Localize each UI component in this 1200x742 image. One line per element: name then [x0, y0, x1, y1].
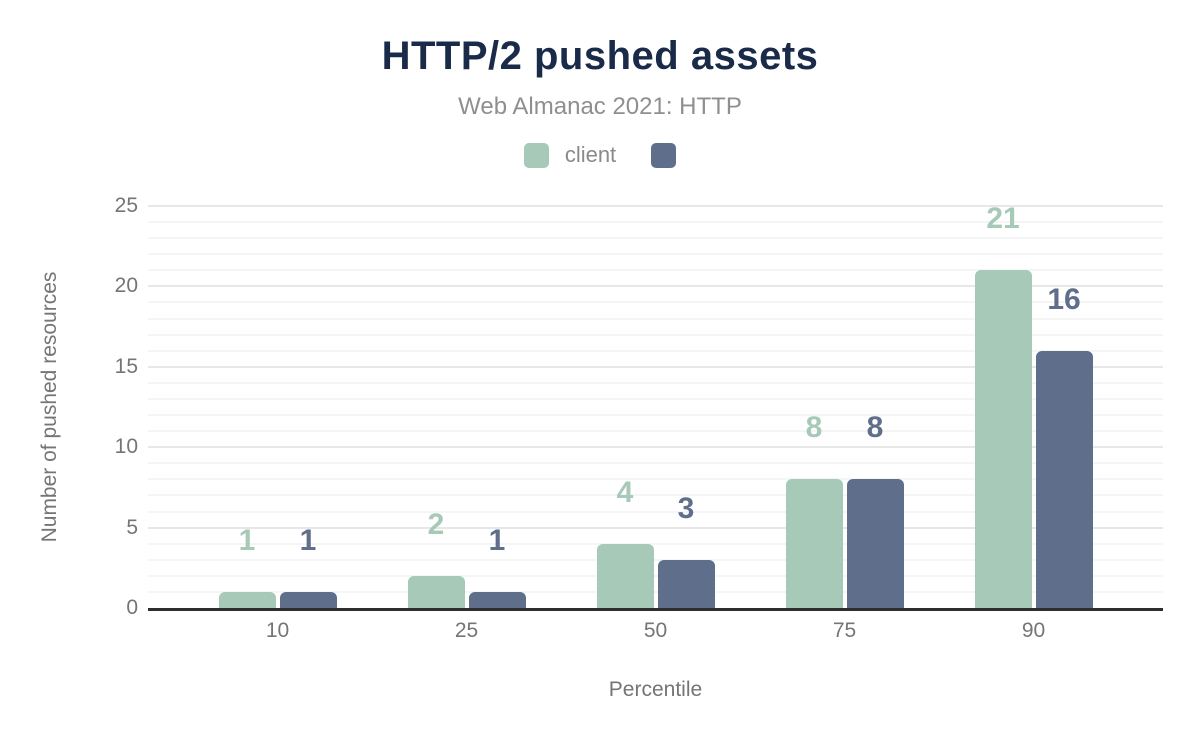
data-label-series-2-p90: 16: [1047, 282, 1081, 316]
x-tick-label-75: 75: [832, 619, 857, 642]
legend-swatch-client: [523, 142, 549, 168]
y-axis-title: Number of pushed resources: [38, 271, 61, 543]
gridline-major: [148, 365, 1163, 368]
y-tick-label: 0: [126, 596, 138, 619]
data-label-client-p25: 2: [427, 507, 445, 541]
y-tick-label: 5: [126, 515, 138, 539]
y-tick-label: 10: [114, 435, 138, 459]
bar-series-2-p75[interactable]: [846, 479, 904, 608]
gridline-minor: [148, 301, 1163, 304]
x-tick-label-25: 25: [454, 619, 479, 642]
gridline-minor: [148, 558, 1163, 561]
legend-item-series-2[interactable]: [651, 142, 677, 168]
legend-swatch-series-2: [651, 142, 677, 168]
data-label-client-p50: 4: [616, 475, 634, 509]
bar-series-2-p90[interactable]: [1035, 350, 1093, 608]
plot-area: 1 1 10 2 1 25 4 3 50 8 8 75 21 16 90: [148, 202, 1163, 642]
y-tick-label: 15: [114, 354, 138, 378]
gridline-major: [148, 285, 1163, 288]
gridline-minor: [148, 333, 1163, 336]
gridline-minor: [148, 381, 1163, 384]
chart-subtitle: Web Almanac 2021: HTTP: [458, 93, 742, 120]
gridline-minor: [148, 590, 1163, 593]
gridline-minor: [148, 317, 1163, 320]
data-label-client-p90: 21: [986, 202, 1020, 236]
bar-client-p50[interactable]: [596, 543, 654, 608]
gridline-minor: [148, 478, 1163, 481]
bar-client-p90[interactable]: [974, 270, 1032, 608]
bar-client-p25[interactable]: [407, 575, 465, 608]
x-axis-title: Percentile: [608, 678, 703, 701]
gridline-major: [148, 446, 1163, 449]
gridline-major: [148, 526, 1163, 529]
data-label-client-p75: 8: [805, 411, 823, 445]
legend-item-client[interactable]: client: [523, 142, 617, 168]
legend-label: client: [564, 142, 617, 167]
bar-client-p10[interactable]: [218, 591, 276, 608]
gridline-minor: [148, 494, 1163, 497]
bar-client-p75[interactable]: [785, 479, 843, 608]
gridline-minor: [148, 269, 1163, 272]
data-label-series-2-p75: 8: [866, 411, 884, 445]
legend: client: [0, 142, 1200, 168]
bar-series-2-p50[interactable]: [657, 559, 715, 608]
chart-title: HTTP/2 pushed assets: [381, 34, 819, 78]
y-tick-label: 25: [114, 194, 138, 217]
gridline-minor: [148, 574, 1163, 577]
y-tick-label: 20: [114, 274, 138, 298]
gridline-minor: [148, 237, 1163, 240]
x-tick-label-50: 50: [643, 619, 668, 642]
gridline-minor: [148, 414, 1163, 417]
data-label-series-2-p25: 1: [488, 523, 506, 557]
gridline-minor: [148, 253, 1163, 256]
gridline-minor: [148, 397, 1163, 400]
x-tick-label-10: 10: [265, 619, 290, 642]
gridline-minor: [148, 430, 1163, 433]
gridline-minor: [148, 349, 1163, 352]
gridline-minor: [148, 510, 1163, 513]
y-axis-tick-labels: 0 5 10 15 20 25: [0, 195, 138, 619]
gridline-major: [148, 205, 1163, 207]
data-label-series-2-p10: 1: [299, 523, 317, 557]
gridline-minor: [148, 462, 1163, 465]
data-label-client-p10: 1: [238, 523, 256, 557]
bar-series-2-p10[interactable]: [279, 591, 337, 608]
gridline-minor: [148, 542, 1163, 545]
x-tick-label-90: 90: [1021, 619, 1046, 642]
data-label-series-2-p50: 3: [677, 491, 695, 525]
bar-series-2-p25[interactable]: [468, 591, 526, 608]
gridline-minor: [148, 221, 1163, 224]
